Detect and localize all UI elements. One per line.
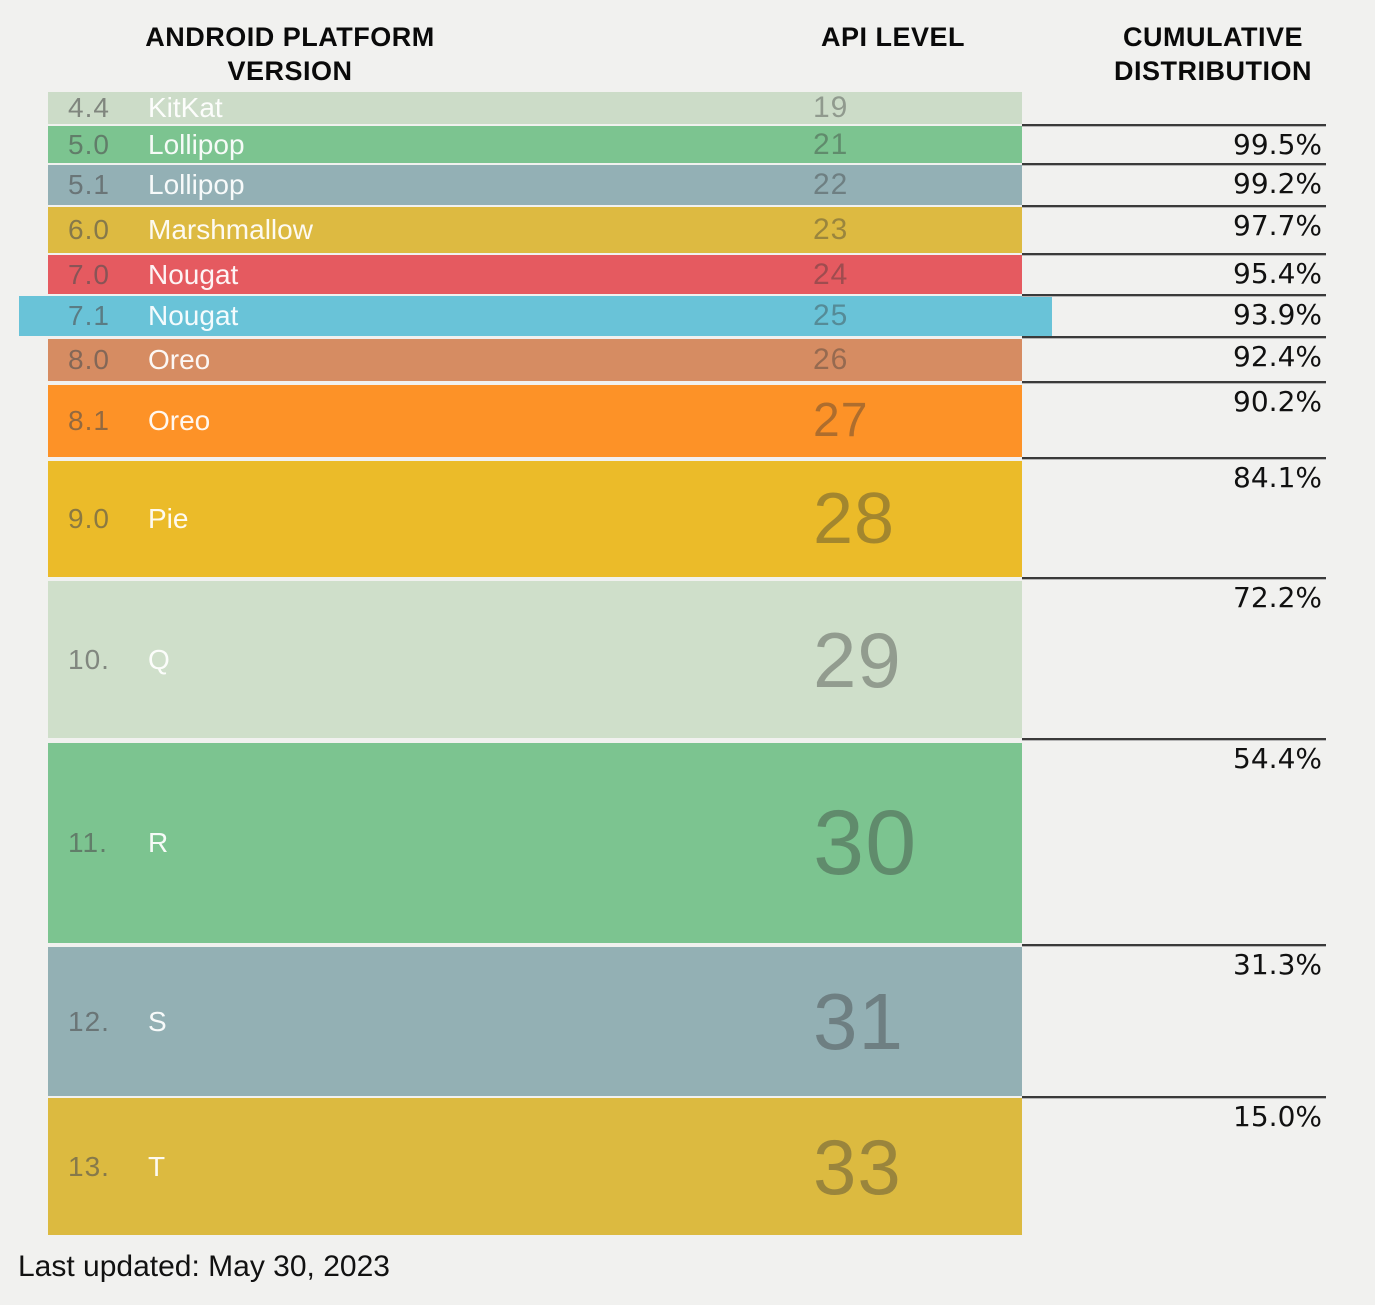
cumulative-percent: 97.7% bbox=[1233, 209, 1322, 242]
version-number: 5.1 bbox=[68, 169, 110, 200]
platform-row-kitkat[interactable]: 4.4 KitKat 19 bbox=[48, 92, 1022, 124]
version-name: T bbox=[148, 1150, 166, 1182]
version-name: Q bbox=[148, 643, 170, 675]
version-number: 8.0 bbox=[68, 344, 110, 375]
api-level-value: 27 bbox=[813, 394, 869, 447]
version-name: KitKat bbox=[148, 92, 223, 123]
version-name: S bbox=[148, 1005, 167, 1037]
version-number: 4.4 bbox=[68, 92, 110, 123]
last-updated-label: Last updated: May 30, 2023 bbox=[18, 1250, 390, 1283]
api-level-value: 28 bbox=[813, 479, 896, 559]
version-number: 10. bbox=[68, 643, 110, 675]
platform-row-r[interactable]: 11. R 30 bbox=[48, 743, 1022, 943]
version-name: Pie bbox=[148, 503, 189, 534]
platform-row-marshmallow[interactable]: 6.0 Marshmallow 23 bbox=[48, 207, 1022, 253]
api-level-value: 22 bbox=[813, 168, 849, 201]
distribution-rule bbox=[1022, 381, 1326, 384]
platform-row-t[interactable]: 13. T 33 bbox=[48, 1098, 1022, 1235]
header-platform-version: ANDROID PLATFORM VERSION bbox=[145, 22, 435, 86]
api-level-value: 33 bbox=[813, 1122, 902, 1211]
version-name: Lollipop bbox=[148, 169, 245, 200]
api-level-value: 29 bbox=[813, 615, 902, 704]
version-name: Lollipop bbox=[148, 128, 245, 160]
header-cumulative-distribution: CUMULATIVE DISTRIBUTION bbox=[1114, 22, 1312, 86]
cumulative-percent: 15.0% bbox=[1233, 1100, 1322, 1133]
distribution-rule bbox=[1022, 944, 1326, 947]
version-number: 7.0 bbox=[68, 258, 110, 290]
cumulative-percent: 31.3% bbox=[1233, 948, 1322, 981]
platform-row-oreo-81[interactable]: 8.1 Oreo 27 bbox=[48, 385, 1022, 457]
distribution-rule bbox=[1022, 336, 1326, 339]
version-name: Oreo bbox=[148, 344, 211, 375]
platform-row-q[interactable]: 10. Q 29 bbox=[48, 581, 1022, 738]
version-name: Oreo bbox=[148, 405, 211, 436]
api-level-value: 19 bbox=[813, 91, 849, 124]
version-name: Nougat bbox=[148, 258, 239, 290]
platform-row-s[interactable]: 12. S 31 bbox=[48, 947, 1022, 1096]
version-name: Nougat bbox=[148, 300, 239, 331]
header-api-level: API LEVEL bbox=[820, 22, 966, 52]
cumulative-percent: 93.9% bbox=[1233, 298, 1322, 331]
cumulative-percent: 95.4% bbox=[1233, 257, 1322, 290]
cumulative-percent: 72.2% bbox=[1233, 581, 1322, 614]
distribution-rule bbox=[1022, 253, 1326, 256]
api-level-value: 26 bbox=[813, 343, 849, 376]
distribution-rule bbox=[1022, 294, 1326, 297]
version-number: 13. bbox=[68, 1150, 110, 1182]
distribution-rule bbox=[1022, 577, 1326, 580]
api-level-value: 31 bbox=[813, 976, 904, 1066]
version-number: 9.0 bbox=[68, 503, 110, 534]
cumulative-percent: 54.4% bbox=[1233, 742, 1322, 775]
version-number: 5.0 bbox=[68, 128, 110, 160]
version-name: Marshmallow bbox=[148, 214, 313, 245]
platform-row-nougat-70[interactable]: 7.0 Nougat 24 bbox=[48, 255, 1022, 294]
platform-row-lollipop-51[interactable]: 5.1 Lollipop 22 bbox=[48, 165, 1022, 205]
distribution-rule bbox=[1022, 205, 1326, 208]
cumulative-percent: 84.1% bbox=[1233, 461, 1322, 494]
api-level-value: 21 bbox=[813, 127, 849, 161]
distribution-rule bbox=[1022, 124, 1326, 127]
api-level-value: 24 bbox=[813, 257, 849, 291]
platform-row-oreo-80[interactable]: 8.0 Oreo 26 bbox=[48, 339, 1022, 381]
distribution-rule bbox=[1022, 163, 1326, 166]
cumulative-percent: 99.2% bbox=[1233, 167, 1322, 200]
version-number: 6.0 bbox=[68, 214, 110, 245]
api-level-value: 30 bbox=[813, 792, 918, 894]
cumulative-percent: 90.2% bbox=[1233, 385, 1322, 418]
distribution-rule bbox=[1022, 457, 1326, 460]
version-name: R bbox=[148, 827, 169, 858]
cumulative-percent: 92.4% bbox=[1233, 340, 1322, 373]
version-number: 7.1 bbox=[68, 300, 110, 331]
version-number: 12. bbox=[68, 1005, 110, 1037]
api-level-value: 25 bbox=[813, 299, 849, 332]
version-number: 11. bbox=[68, 827, 108, 858]
version-number: 8.1 bbox=[68, 405, 110, 436]
cumulative-percent: 99.5% bbox=[1233, 128, 1322, 161]
platform-row-pie[interactable]: 9.0 Pie 28 bbox=[48, 461, 1022, 577]
api-level-value: 23 bbox=[813, 213, 849, 246]
distribution-rule bbox=[1022, 1096, 1326, 1099]
platform-row-nougat-71-selected[interactable]: 7.1 Nougat 25 bbox=[19, 296, 1052, 336]
platform-row-lollipop-50[interactable]: 5.0 Lollipop 21 bbox=[48, 126, 1022, 163]
distribution-rule bbox=[1022, 738, 1326, 741]
